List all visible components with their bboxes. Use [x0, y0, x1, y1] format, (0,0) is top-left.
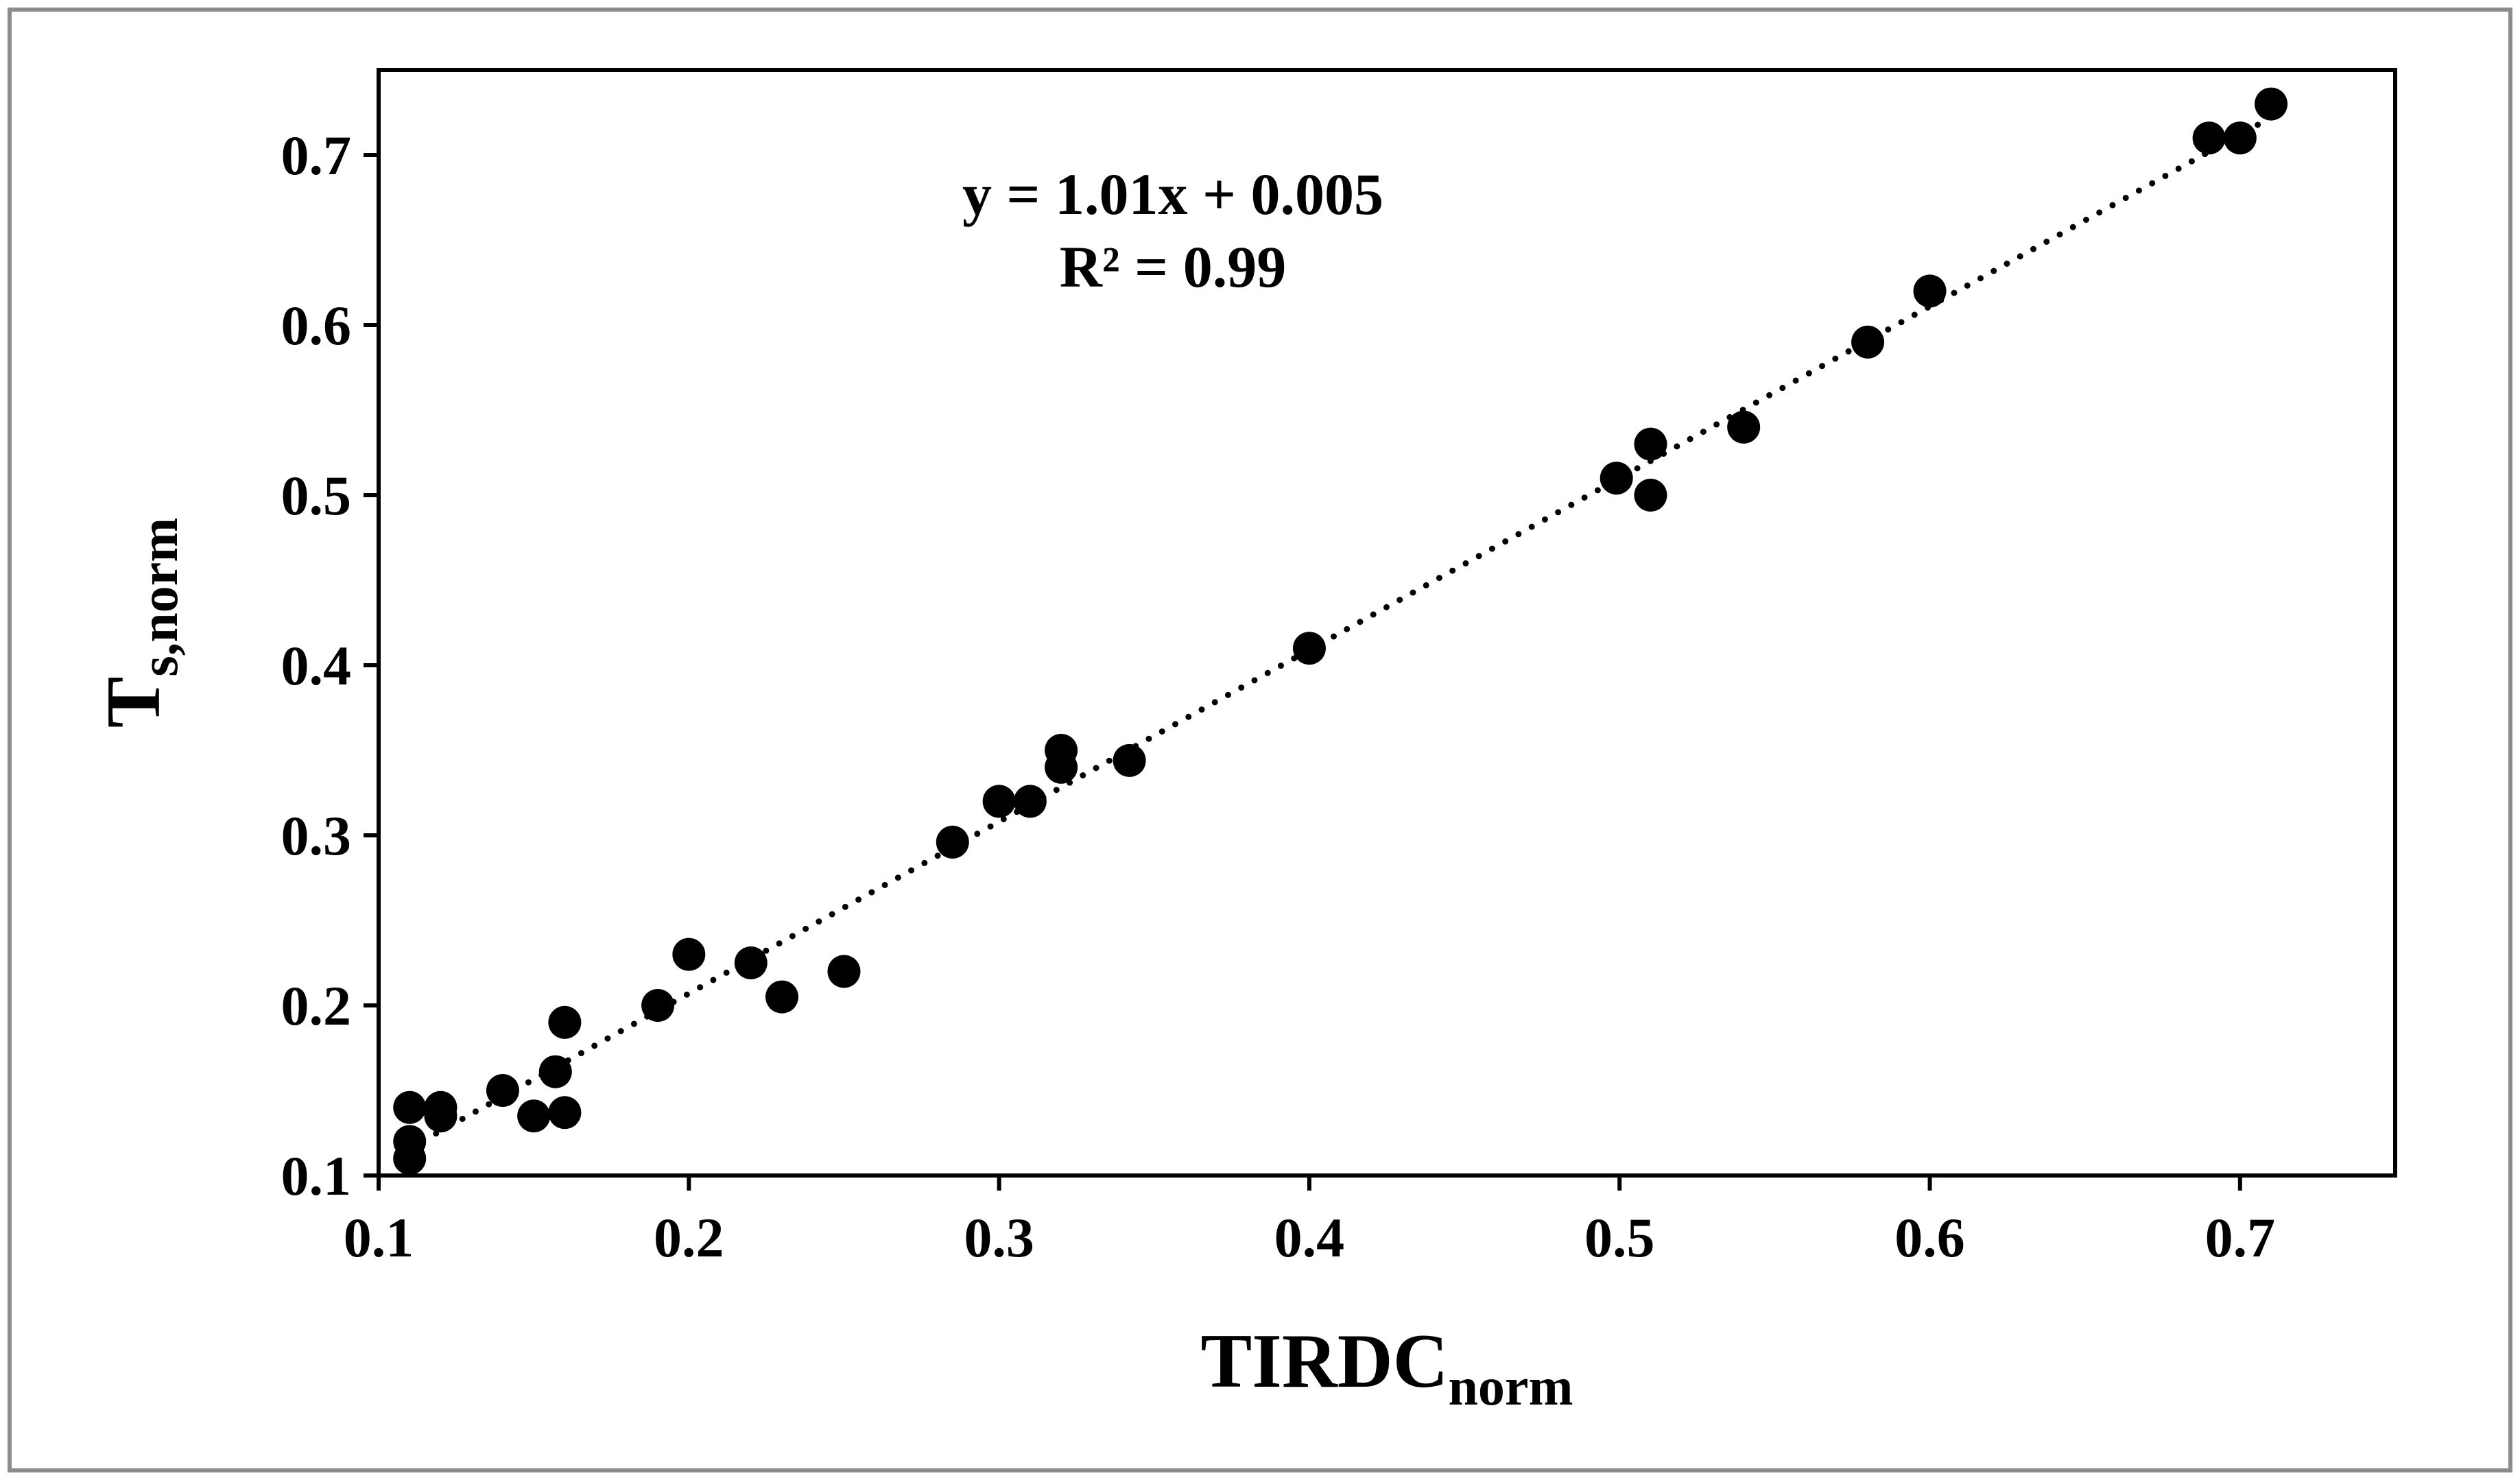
data-point: [1045, 750, 1078, 784]
y-tick-label: 0.5: [281, 464, 352, 527]
data-point: [486, 1074, 519, 1107]
y-tick-label: 0.6: [281, 294, 352, 357]
data-points: [393, 87, 2288, 1175]
data-point: [734, 946, 768, 979]
data-point: [1013, 785, 1047, 818]
data-point: [548, 1096, 582, 1130]
data-point: [1634, 427, 1667, 461]
x-tick-label: 0.1: [344, 1206, 414, 1269]
data-point: [424, 1099, 457, 1133]
data-point: [517, 1099, 551, 1133]
data-point: [1727, 410, 1761, 444]
data-point: [827, 955, 861, 988]
data-point: [393, 1142, 427, 1175]
data-point: [1851, 325, 1885, 359]
data-point: [1634, 479, 1667, 512]
y-tick-label: 0.1: [281, 1145, 352, 1207]
r-squared-annotation: R² = 0.99: [1060, 234, 1286, 300]
x-tick-label: 0.3: [964, 1206, 1034, 1269]
x-tick-label: 0.5: [1584, 1206, 1655, 1269]
data-point: [538, 1055, 572, 1088]
y-axis-title-main: T: [91, 677, 176, 728]
data-point: [641, 989, 675, 1022]
equation-annotation: y = 1.01x + 0.005: [962, 161, 1383, 227]
y-axis-ticks: 0.1 0.2 0.3 0.4 0.5 0.6 0.7: [281, 124, 379, 1207]
y-tick-label: 0.4: [281, 634, 352, 697]
data-point: [1913, 274, 1947, 308]
data-point: [548, 1005, 582, 1039]
y-tick-label: 0.7: [281, 124, 352, 187]
x-tick-label: 0.6: [1894, 1206, 1965, 1269]
data-point: [1292, 632, 1326, 665]
data-point: [672, 938, 706, 971]
y-axis-title-subscript: s,norm: [129, 518, 189, 677]
x-tick-label: 0.4: [1274, 1206, 1345, 1269]
data-point: [1600, 462, 1633, 495]
data-point: [765, 980, 798, 1014]
x-axis-title-subscript: norm: [1448, 1357, 1573, 1416]
y-tick-label: 0.2: [281, 975, 352, 1037]
data-point: [2192, 121, 2226, 155]
figure-border: [8, 8, 2512, 1472]
data-point: [982, 785, 1016, 818]
x-tick-label: 0.7: [2205, 1206, 2276, 1269]
y-axis-title: Ts,norm: [91, 518, 189, 728]
y-tick-label: 0.3: [281, 804, 352, 867]
data-point: [1113, 743, 1146, 777]
x-axis-title: TIRDCnorm: [1201, 1319, 1573, 1416]
data-point: [2223, 121, 2257, 155]
data-point: [2255, 87, 2288, 121]
data-point: [936, 825, 969, 859]
data-point: [393, 1090, 427, 1124]
x-tick-label: 0.2: [654, 1206, 724, 1269]
x-axis-ticks: 0.1 0.2 0.3 0.4 0.5 0.6 0.7: [344, 1175, 2275, 1269]
x-axis-title-main: TIRDC: [1201, 1319, 1449, 1404]
plot-area: [377, 68, 2397, 1178]
